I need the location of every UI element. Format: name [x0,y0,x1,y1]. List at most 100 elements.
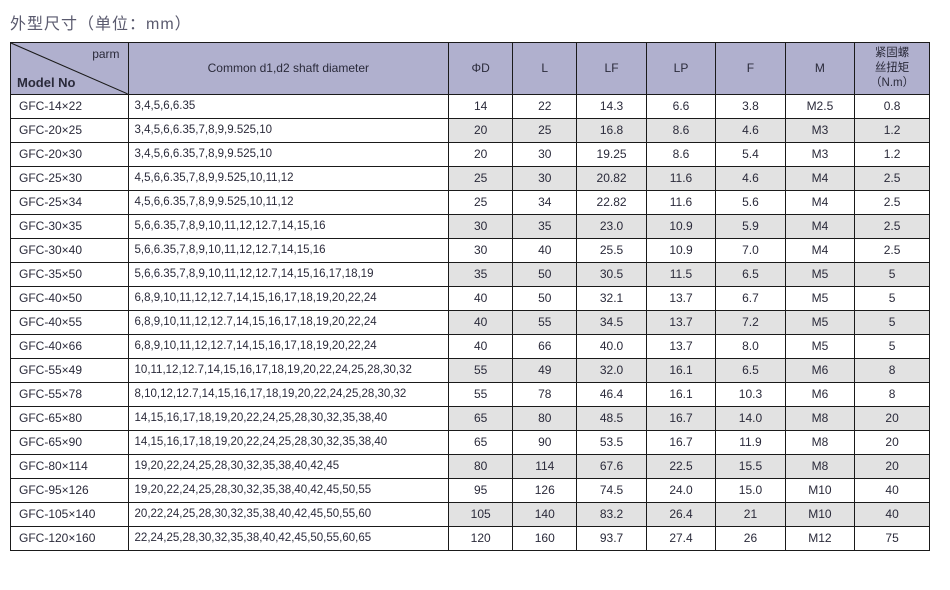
table-row: GFC-25×344,5,6,6.35,7,8,9,9.525,10,11,12… [11,190,930,214]
cell-f: 6.7 [716,286,785,310]
cell-phid: 65 [449,406,513,430]
cell-model: GFC-55×78 [11,382,129,406]
cell-torque: 2.5 [855,190,930,214]
header-torque-l1: 紧固螺 [875,47,910,59]
cell-shaft: 8,10,12,12.7,14,15,16,17,18,19,20,22,24,… [128,382,449,406]
cell-shaft: 19,20,22,24,25,28,30,32,35,38,40,42,45,5… [128,478,449,502]
cell-lf: 30.5 [577,262,646,286]
cell-l: 50 [513,262,577,286]
cell-lp: 16.7 [646,406,715,430]
header-model-parm: parm Model No [11,43,129,95]
header-lp: LP [646,43,715,95]
cell-l: 160 [513,526,577,550]
header-phid: ΦD [449,43,513,95]
cell-shaft: 22,24,25,28,30,32,35,38,40,42,45,50,55,6… [128,526,449,550]
table-row: GFC-40×506,8,9,10,11,12,12.7,14,15,16,17… [11,286,930,310]
cell-lf: 32.1 [577,286,646,310]
cell-lf: 34.5 [577,310,646,334]
cell-shaft: 3,4,5,6,6.35,7,8,9,9.525,10 [128,118,449,142]
cell-lp: 8.6 [646,142,715,166]
cell-l: 40 [513,238,577,262]
cell-l: 90 [513,430,577,454]
cell-m: M4 [785,238,854,262]
cell-lf: 19.25 [577,142,646,166]
cell-lf: 14.3 [577,94,646,118]
cell-torque: 8 [855,358,930,382]
cell-m: M10 [785,478,854,502]
cell-torque: 0.8 [855,94,930,118]
table-row: GFC-30×405,6,6.35,7,8,9,10,11,12,12.7,14… [11,238,930,262]
cell-phid: 25 [449,166,513,190]
cell-model: GFC-55×49 [11,358,129,382]
cell-lf: 16.8 [577,118,646,142]
cell-lp: 13.7 [646,286,715,310]
cell-lp: 16.7 [646,430,715,454]
cell-m: M8 [785,406,854,430]
header-model-label: Model No [17,75,76,90]
cell-l: 35 [513,214,577,238]
cell-model: GFC-25×34 [11,190,129,214]
cell-f: 11.9 [716,430,785,454]
cell-shaft: 5,6,6.35,7,8,9,10,11,12,12.7,14,15,16 [128,238,449,262]
cell-lf: 83.2 [577,502,646,526]
cell-model: GFC-80×114 [11,454,129,478]
cell-m: M4 [785,190,854,214]
cell-f: 4.6 [716,118,785,142]
cell-f: 15.0 [716,478,785,502]
cell-lf: 23.0 [577,214,646,238]
cell-lf: 93.7 [577,526,646,550]
cell-f: 6.5 [716,262,785,286]
cell-lp: 22.5 [646,454,715,478]
cell-l: 50 [513,286,577,310]
cell-lf: 25.5 [577,238,646,262]
cell-torque: 5 [855,310,930,334]
table-row: GFC-35×505,6,6.35,7,8,9,10,11,12,12.7,14… [11,262,930,286]
cell-f: 26 [716,526,785,550]
cell-lf: 32.0 [577,358,646,382]
cell-m: M6 [785,358,854,382]
header-parm-label: parm [92,47,119,61]
cell-shaft: 5,6,6.35,7,8,9,10,11,12,12.7,14,15,16 [128,214,449,238]
cell-torque: 2.5 [855,214,930,238]
cell-phid: 80 [449,454,513,478]
cell-m: M5 [785,262,854,286]
cell-model: GFC-25×30 [11,166,129,190]
header-shaft: Common d1,d2 shaft diameter [128,43,449,95]
cell-lf: 67.6 [577,454,646,478]
cell-f: 5.6 [716,190,785,214]
cell-shaft: 3,4,5,6,6.35,7,8,9,9.525,10 [128,142,449,166]
cell-shaft: 6,8,9,10,11,12,12.7,14,15,16,17,18,19,20… [128,334,449,358]
cell-torque: 2.5 [855,238,930,262]
cell-shaft: 6,8,9,10,11,12,12.7,14,15,16,17,18,19,20… [128,286,449,310]
cell-l: 22 [513,94,577,118]
cell-m: M8 [785,454,854,478]
cell-torque: 8 [855,382,930,406]
cell-m: M3 [785,118,854,142]
table-row: GFC-65×9014,15,16,17,18,19,20,22,24,25,2… [11,430,930,454]
header-lf: LF [577,43,646,95]
cell-lp: 16.1 [646,382,715,406]
cell-model: GFC-105×140 [11,502,129,526]
cell-lp: 8.6 [646,118,715,142]
cell-shaft: 4,5,6,6.35,7,8,9,9.525,10,11,12 [128,166,449,190]
cell-m: M6 [785,382,854,406]
table-row: GFC-65×8014,15,16,17,18,19,20,22,24,25,2… [11,406,930,430]
dimensions-table: parm Model No Common d1,d2 shaft diamete… [10,42,930,551]
cell-lf: 22.82 [577,190,646,214]
table-row: GFC-120×16022,24,25,28,30,32,35,38,40,42… [11,526,930,550]
cell-f: 5.9 [716,214,785,238]
cell-shaft: 3,4,5,6,6.35 [128,94,449,118]
cell-f: 3.8 [716,94,785,118]
table-row: GFC-55×4910,11,12,12.7,14,15,16,17,18,19… [11,358,930,382]
cell-m: M3 [785,142,854,166]
cell-lp: 13.7 [646,334,715,358]
cell-shaft: 5,6,6.35,7,8,9,10,11,12,12.7,14,15,16,17… [128,262,449,286]
table-row: GFC-25×304,5,6,6.35,7,8,9,9.525,10,11,12… [11,166,930,190]
cell-phid: 55 [449,358,513,382]
cell-lp: 13.7 [646,310,715,334]
cell-f: 7.2 [716,310,785,334]
cell-torque: 5 [855,334,930,358]
cell-phid: 40 [449,334,513,358]
cell-f: 4.6 [716,166,785,190]
cell-lp: 26.4 [646,502,715,526]
